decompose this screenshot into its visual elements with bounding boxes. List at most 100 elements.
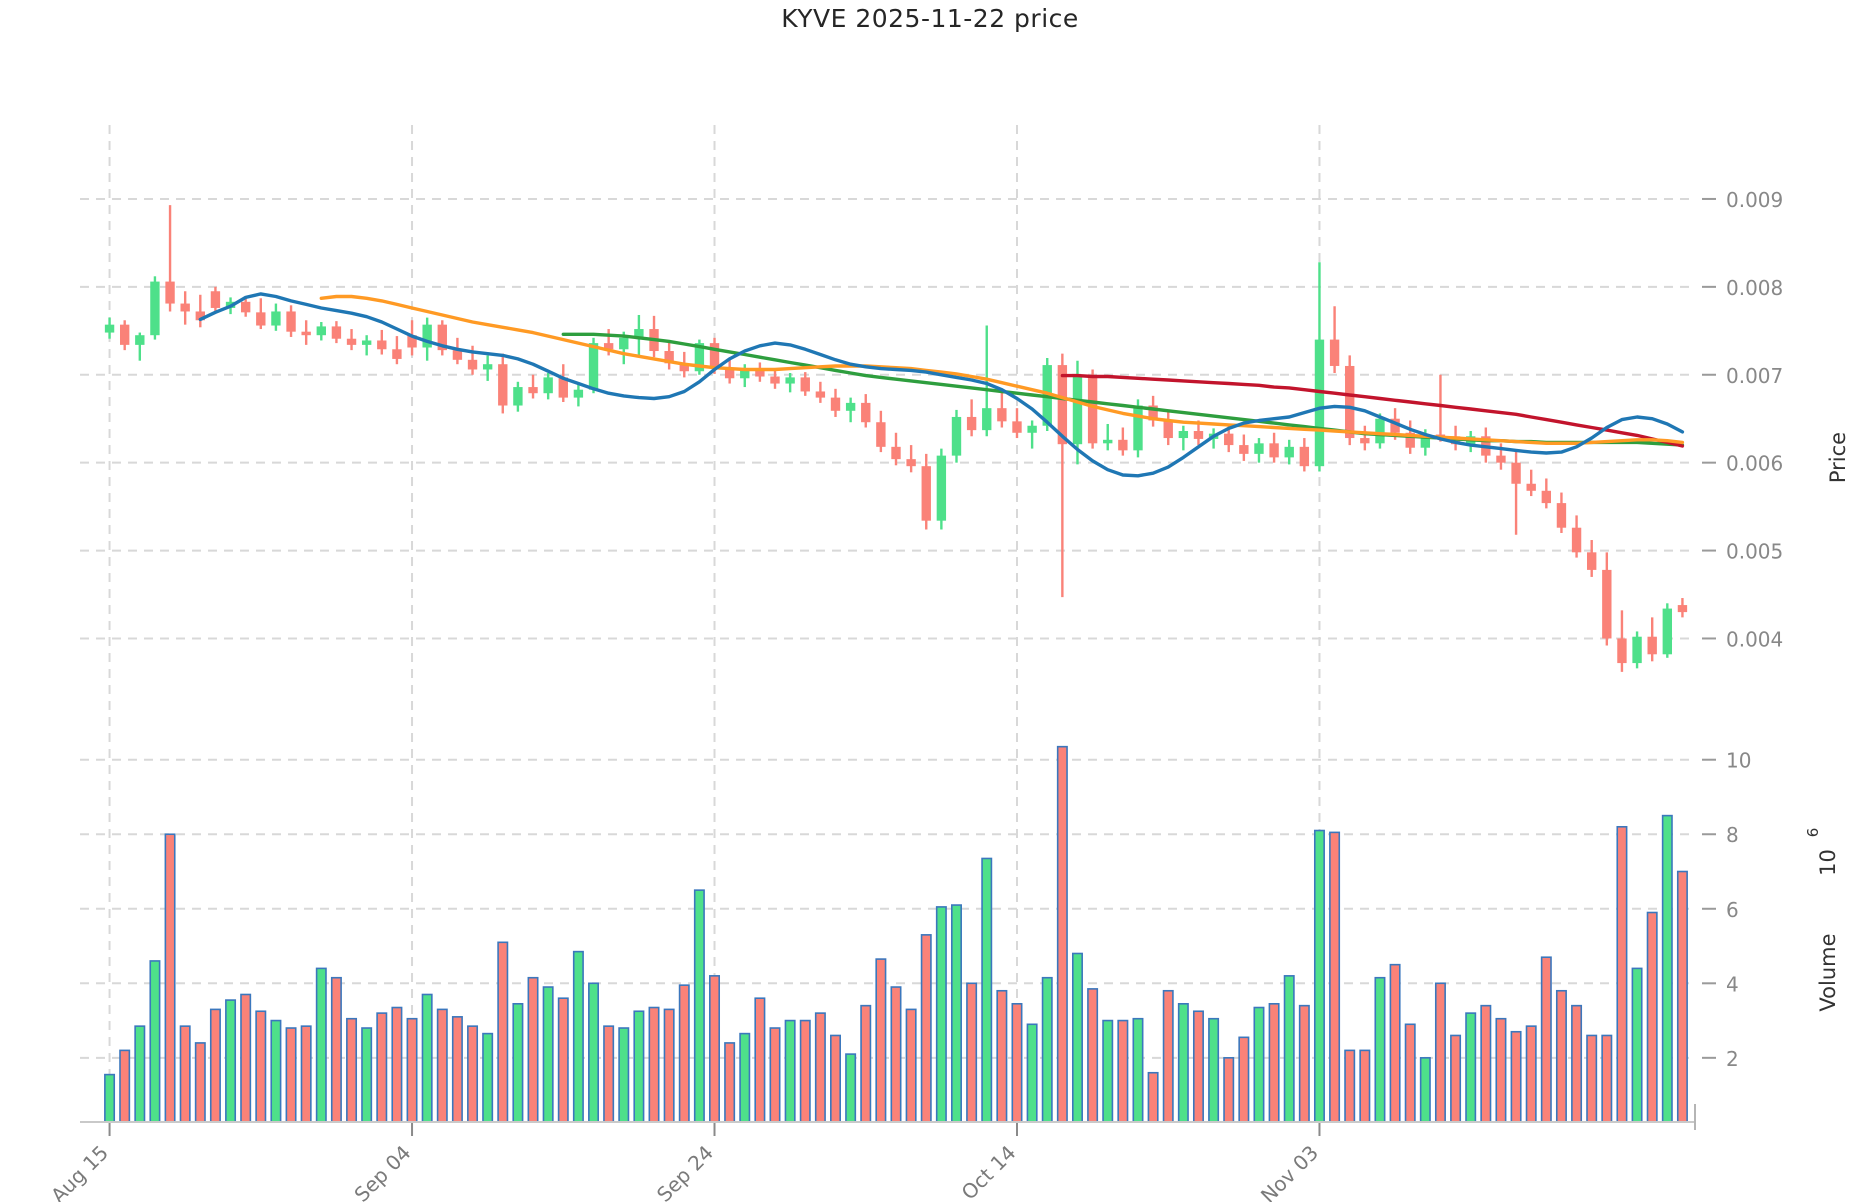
candlestick (785, 373, 795, 393)
candlestick (649, 315, 659, 358)
volume-bar (1071, 952, 1083, 1123)
volume-bar (1223, 1057, 1235, 1123)
candle-body (951, 416, 962, 456)
candlestick (422, 317, 432, 361)
candle-body (392, 349, 402, 359)
candlestick (1677, 598, 1688, 618)
candle-body (815, 391, 826, 398)
volume-bar (784, 1019, 796, 1123)
moving-average-layer (198, 292, 1685, 478)
volume-bar (1495, 1017, 1507, 1123)
volume-bar (451, 1016, 463, 1123)
candle-body (1269, 443, 1279, 458)
candlestick (936, 448, 947, 530)
volume-bar (966, 982, 978, 1123)
volume-tick-label: 10 (1726, 749, 1751, 773)
candle-body (240, 301, 251, 313)
candle-body (195, 311, 205, 321)
candle-body (286, 311, 296, 332)
ma-xlong-line (1060, 373, 1685, 448)
candlestick (1329, 306, 1340, 373)
volume-bar (1147, 1071, 1159, 1123)
candle-body (724, 367, 735, 379)
volume-bar (1162, 989, 1174, 1123)
volume-bar (572, 950, 584, 1123)
candlestick (1556, 492, 1567, 533)
candle-body (1118, 439, 1128, 451)
volume-bar (1510, 1030, 1522, 1123)
candlestick (316, 322, 326, 341)
volume-bar (1404, 1023, 1416, 1123)
volume-bar (1268, 1002, 1280, 1123)
candle-body (619, 337, 629, 350)
candle-body (906, 459, 916, 467)
candle-body (1057, 365, 1068, 445)
candlestick (921, 453, 931, 530)
volume-bar (1419, 1057, 1431, 1123)
candle-body (1087, 375, 1098, 444)
volume-bar (1026, 1023, 1038, 1123)
candlestick (1103, 423, 1113, 451)
candlestick (437, 320, 447, 356)
price-tick-label: 0.005 (1726, 540, 1783, 564)
candlestick (1178, 425, 1189, 451)
volume-bar (739, 1032, 751, 1123)
candle-body (377, 340, 387, 350)
volume-bar (1238, 1036, 1250, 1123)
candlestick (1057, 353, 1068, 598)
volume-bar (769, 1027, 781, 1123)
candlestick (906, 445, 916, 473)
candlestick (1239, 434, 1249, 461)
candlestick (558, 364, 568, 403)
candle-body (331, 326, 342, 339)
volume-bar (875, 958, 887, 1123)
candlestick (104, 317, 115, 339)
volume-tick-label: 8 (1726, 823, 1739, 847)
price-tick-label: 0.008 (1726, 276, 1783, 300)
candle-body (301, 331, 311, 336)
candlestick (1133, 399, 1143, 458)
volume-bar (1344, 1049, 1356, 1123)
candlestick (361, 335, 372, 356)
candle-body (1027, 425, 1037, 433)
volume-bar (678, 984, 690, 1123)
volume-bar (361, 1027, 373, 1123)
volume-bar (724, 1042, 736, 1123)
volume-axis-title: Volume (1816, 933, 1840, 1011)
volume-bar (240, 993, 252, 1123)
candle-body (1329, 339, 1340, 366)
volume-bar (134, 1025, 146, 1123)
volume-bar (512, 1002, 524, 1123)
candlestick (346, 329, 357, 351)
candlestick (1269, 432, 1279, 463)
volume-bar (179, 1025, 191, 1123)
volume-bar (663, 1008, 675, 1123)
volume-bar (1374, 976, 1386, 1123)
candle-body (1677, 605, 1688, 613)
candlestick (1617, 610, 1627, 672)
volume-bar (920, 934, 932, 1123)
candlestick (377, 329, 387, 355)
candle-body (1420, 434, 1431, 448)
candle-body (1647, 636, 1657, 655)
volume-bar (542, 986, 554, 1123)
candle-body (679, 363, 689, 372)
candle-body (876, 422, 886, 447)
candlestick (301, 320, 311, 345)
candle-body (861, 402, 871, 423)
volume-bar (588, 982, 600, 1123)
candlestick (286, 305, 296, 337)
volume-bar (1056, 745, 1068, 1123)
volume-bar (1087, 988, 1099, 1123)
candlestick (1299, 438, 1310, 472)
volume-bar (482, 1032, 494, 1123)
candlestick (966, 399, 977, 437)
candlestick (180, 291, 190, 325)
candle-body (104, 324, 115, 333)
volume-bar (1192, 1010, 1204, 1123)
candlestick (1602, 552, 1612, 646)
candle-body (513, 387, 523, 406)
candle-body (1602, 569, 1612, 639)
volume-bar (270, 1019, 282, 1123)
price-axis-title: Price (1826, 432, 1850, 483)
